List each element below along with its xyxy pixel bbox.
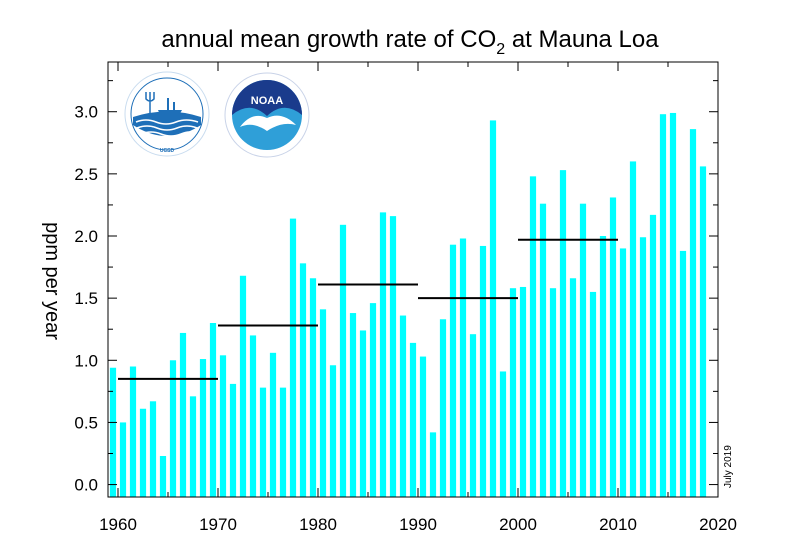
bar xyxy=(309,278,317,497)
bar xyxy=(509,288,517,497)
bar xyxy=(439,319,447,497)
bar xyxy=(299,263,307,497)
chart-title: annual mean growth rate of CO2 at Mauna … xyxy=(161,26,659,58)
bar xyxy=(339,224,347,498)
bar xyxy=(199,359,207,497)
bar xyxy=(229,383,237,497)
bar xyxy=(629,161,637,497)
bar xyxy=(279,387,287,497)
x-tick-label: 2020 xyxy=(699,515,737,534)
bar xyxy=(359,330,367,497)
chart-title-prefix: annual mean growth rate of CO xyxy=(161,26,496,53)
bar xyxy=(289,218,297,497)
y-tick-label: 2.0 xyxy=(74,227,98,246)
bar xyxy=(409,342,417,497)
y-axis-label: ppm per year xyxy=(41,222,63,340)
x-tick-label: 2010 xyxy=(599,515,637,534)
bar xyxy=(109,367,117,497)
bar xyxy=(319,309,327,497)
bar xyxy=(169,360,177,497)
x-axis-ticks: 1960 1970 1980 1990 2000 2010 2020 xyxy=(99,62,737,534)
bar xyxy=(539,203,547,497)
bar xyxy=(119,422,127,497)
date-annotation: July 2019 xyxy=(723,445,734,488)
bar xyxy=(689,129,697,497)
bar xyxy=(139,408,147,497)
noaa-logo-text: NOAA xyxy=(251,95,283,107)
bar xyxy=(609,197,617,497)
bar xyxy=(369,303,377,497)
bar xyxy=(429,432,437,497)
bar xyxy=(329,365,337,497)
x-tick-label: 1970 xyxy=(199,515,237,534)
x-tick-label: 1990 xyxy=(399,515,437,534)
bar xyxy=(469,334,477,497)
bar xyxy=(419,356,427,497)
x-tick-label: 1980 xyxy=(299,515,337,534)
bar xyxy=(389,216,397,497)
bar xyxy=(579,203,587,497)
bar xyxy=(569,278,577,497)
y-tick-label: 3.0 xyxy=(74,103,98,122)
bar xyxy=(649,214,657,497)
bar xyxy=(599,236,607,497)
y-tick-label: 1.5 xyxy=(74,289,98,308)
bar xyxy=(499,371,507,497)
bar xyxy=(399,315,407,497)
bar xyxy=(589,291,597,497)
bar xyxy=(459,238,467,497)
scripps-logo: UCSD xyxy=(124,71,210,157)
bar xyxy=(159,455,167,497)
bar xyxy=(489,120,497,498)
plot-frame xyxy=(107,61,719,498)
bar xyxy=(259,387,267,497)
bar xyxy=(669,112,677,497)
bar xyxy=(149,401,157,497)
bar xyxy=(479,245,487,497)
y-tick-label: 0.5 xyxy=(74,413,98,432)
x-tick-label: 2000 xyxy=(499,515,537,534)
x-tick-label: 1960 xyxy=(99,515,137,534)
bar xyxy=(679,250,687,497)
bar xyxy=(619,248,627,497)
bar xyxy=(269,352,277,497)
bar xyxy=(219,355,227,497)
bar xyxy=(529,176,537,498)
scripps-logo-bottom-text: UCSD xyxy=(160,148,175,154)
bar xyxy=(639,237,647,497)
bar xyxy=(379,212,387,497)
bar-group xyxy=(109,112,707,498)
bar xyxy=(449,244,457,497)
bar xyxy=(549,288,557,497)
bar xyxy=(559,170,567,497)
chart-title-suffix: at Mauna Loa xyxy=(505,26,659,53)
bar xyxy=(519,286,527,497)
bar xyxy=(129,366,137,497)
bar xyxy=(239,275,247,497)
y-axis-ticks: 0.0 0.5 1.0 1.5 2.0 2.5 3.0 xyxy=(74,80,718,495)
decade-average-lines xyxy=(118,238,618,380)
bar xyxy=(189,396,197,497)
y-tick-label: 2.5 xyxy=(74,165,98,184)
bar xyxy=(699,166,707,497)
noaa-logo: NOAA xyxy=(224,72,310,158)
y-tick-label: 1.0 xyxy=(74,351,98,370)
bar xyxy=(179,332,187,497)
chart-title-subscript: 2 xyxy=(496,41,505,58)
bar xyxy=(249,335,257,497)
y-tick-label: 0.0 xyxy=(74,476,98,495)
bar xyxy=(659,114,667,497)
bar xyxy=(349,313,357,497)
bar xyxy=(209,323,217,497)
